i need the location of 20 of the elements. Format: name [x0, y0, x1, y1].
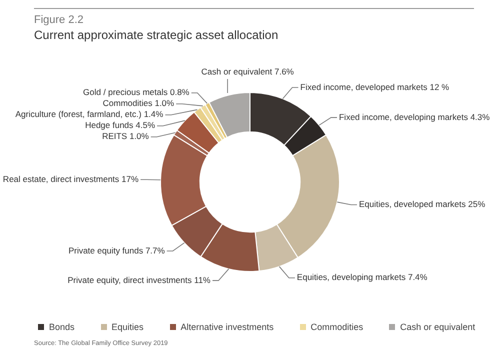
slice-label: Fixed income, developed markets 12 %: [300, 82, 450, 92]
category-label: Cash or equivalent 7.6%: [201, 66, 294, 76]
text: Equities: [112, 322, 144, 332]
slice-label: Equities, developed markets 25%: [358, 199, 486, 210]
slice-label: Agriculture (forest, farmland, etc.) 1.4%: [15, 109, 164, 120]
legend-label: Cash or equivalent: [400, 322, 476, 332]
slice-label: Equities, developing markets 7.4%: [296, 272, 428, 282]
slice-label: Private equity, direct investments 11%: [68, 274, 211, 285]
text: Bonds: [49, 322, 75, 332]
chart-title: Figure 2.2: [34, 14, 84, 26]
slice-label: Gold / precious metals 0.8%: [83, 87, 190, 98]
slice-label: Private equity funds 7.7%: [68, 245, 166, 256]
text: Alternative investments: [180, 322, 274, 332]
slice-label: REITS 1.0%: [102, 131, 150, 142]
slice-label: Real estate, direct investments 17%: [2, 174, 139, 184]
slice-label: Fixed income, developing markets 4.3%: [338, 112, 490, 122]
slice-label: Hedge funds 4.5%: [85, 120, 156, 130]
category-label: Commodities 1.0%: [102, 98, 174, 108]
legend-label: Commodities: [310, 322, 364, 332]
chart-subtitle: Current approximate strategic asset allocation: [34, 28, 278, 42]
